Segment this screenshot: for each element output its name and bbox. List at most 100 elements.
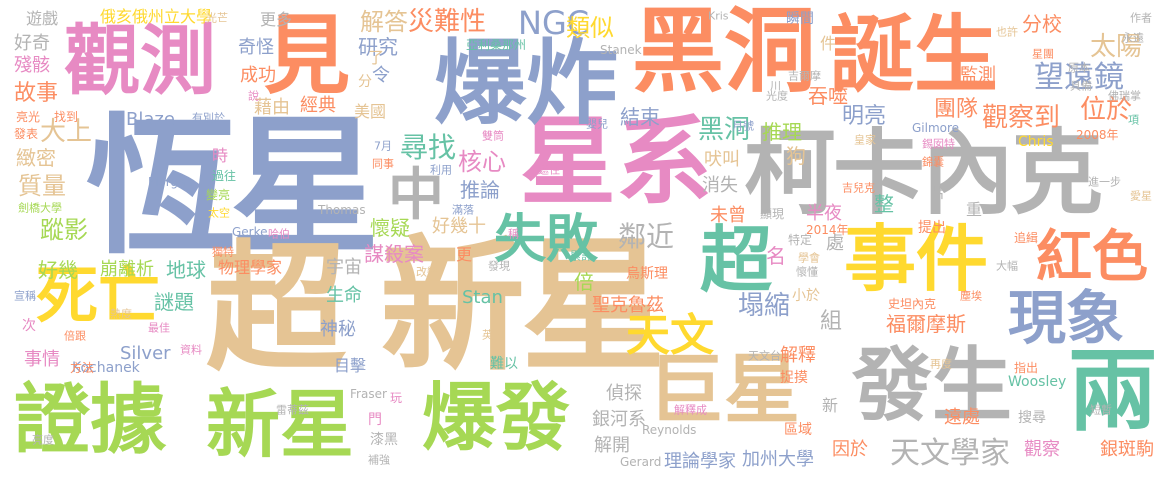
- word: 地球: [166, 258, 206, 282]
- word: 難以: [490, 356, 518, 372]
- word: 成功: [240, 65, 276, 86]
- word: 死亡: [36, 259, 161, 332]
- word: 遮住: [538, 163, 560, 177]
- word: 謎題: [154, 290, 194, 314]
- word: Blaze: [126, 109, 175, 130]
- word: 件: [820, 34, 837, 53]
- word: 塵埃: [960, 289, 982, 303]
- word: 分校: [1022, 12, 1062, 36]
- word: 獨特: [212, 245, 234, 259]
- word: 觀察到: [982, 103, 1061, 133]
- word: 福爾摩斯: [886, 312, 966, 336]
- word: Woosley: [1008, 374, 1067, 390]
- word: 發現: [488, 259, 510, 273]
- word: 作者: [1130, 11, 1152, 25]
- word: Gerard: [620, 455, 662, 469]
- word: 推理: [762, 120, 802, 144]
- word: 名: [766, 244, 786, 268]
- word: 顯現: [760, 207, 785, 221]
- word: 推論: [460, 178, 500, 202]
- word: 找到: [54, 110, 79, 124]
- word: 望遠鏡: [1034, 60, 1124, 95]
- word: 改變: [416, 265, 438, 279]
- word: 錫囡特: [922, 137, 955, 151]
- word: 發生: [852, 339, 1012, 432]
- word: 星系: [520, 106, 712, 218]
- word: 指出: [1014, 361, 1039, 375]
- word: 亮光: [16, 110, 41, 124]
- word: 組: [820, 309, 843, 334]
- word: 明亮: [842, 104, 887, 129]
- word: 物理學家: [218, 258, 283, 277]
- word: 史坦內克: [888, 297, 937, 311]
- word: 消失: [702, 175, 738, 196]
- word: 同事: [372, 157, 394, 171]
- word: 利用: [430, 163, 452, 177]
- word: 次: [22, 318, 36, 334]
- word: 過往: [212, 169, 237, 183]
- word: 吠叫: [704, 149, 740, 170]
- word: 美國: [354, 102, 387, 121]
- word: 令: [372, 65, 390, 86]
- word: 崩離析: [100, 259, 154, 280]
- word: 謀殺案: [364, 242, 424, 266]
- word: 亞利桑那州: [466, 38, 527, 52]
- word: 了: [368, 48, 385, 67]
- word: 嬰兒: [586, 117, 608, 131]
- word: Reynolds: [642, 423, 697, 437]
- word: 巨星: [648, 345, 800, 434]
- word: 永遠: [1122, 31, 1144, 45]
- word: 半夜: [806, 203, 842, 224]
- word: 因於: [832, 439, 868, 460]
- word: 超: [700, 218, 773, 302]
- word: 宣稱: [14, 289, 36, 303]
- word: 提出: [918, 220, 946, 236]
- word: 大幅: [996, 259, 1018, 273]
- word: Stanek: [600, 43, 642, 57]
- word: 目擊: [334, 356, 367, 375]
- word: 位於: [1080, 95, 1133, 125]
- word: 時: [212, 146, 229, 165]
- word: 追緝: [1014, 231, 1039, 245]
- word: 稱: [508, 227, 519, 241]
- word: 塌縮: [738, 291, 791, 321]
- word: 爆炸: [434, 30, 619, 137]
- word: 皇家: [854, 133, 876, 147]
- word: 7月: [374, 139, 392, 153]
- word: 遊戲: [26, 9, 59, 28]
- word: 愛星: [1130, 189, 1152, 203]
- word: 學會: [798, 251, 820, 265]
- word: 吉爾摩: [788, 69, 821, 83]
- word: 加州大學: [742, 449, 814, 470]
- word: 遠處: [944, 407, 980, 428]
- word: 2014年: [806, 223, 849, 237]
- word: 解釋成: [674, 403, 707, 417]
- word: Gilmore: [912, 121, 960, 135]
- word: 捉摸: [780, 370, 808, 386]
- word: 吉兒克: [842, 181, 875, 195]
- word: 聖克魯茲: [592, 295, 664, 316]
- word: 監測: [960, 65, 996, 86]
- word: 狗: [786, 144, 806, 168]
- word: 好奇: [14, 33, 50, 54]
- word: 方法: [70, 361, 95, 375]
- word: 結束: [620, 105, 660, 129]
- word: 見: [264, 6, 350, 106]
- word: 柯卡內克: [744, 120, 1103, 227]
- word: 更多: [260, 10, 293, 29]
- word: Stan: [462, 287, 503, 308]
- word: 最佳: [148, 321, 170, 335]
- word: 黑洞: [632, 0, 817, 105]
- word: 好幾: [38, 258, 78, 282]
- word: 藉由: [254, 97, 290, 118]
- word: 觀察: [1024, 439, 1060, 460]
- word: 天文台: [748, 349, 781, 363]
- word: 研究: [358, 35, 398, 59]
- word: 倍: [574, 270, 594, 294]
- word: 處: [826, 233, 844, 254]
- word: 故事: [14, 81, 59, 106]
- word: 雙筒: [482, 129, 504, 143]
- word: 太陽: [1090, 32, 1143, 62]
- word: 事情: [24, 349, 60, 370]
